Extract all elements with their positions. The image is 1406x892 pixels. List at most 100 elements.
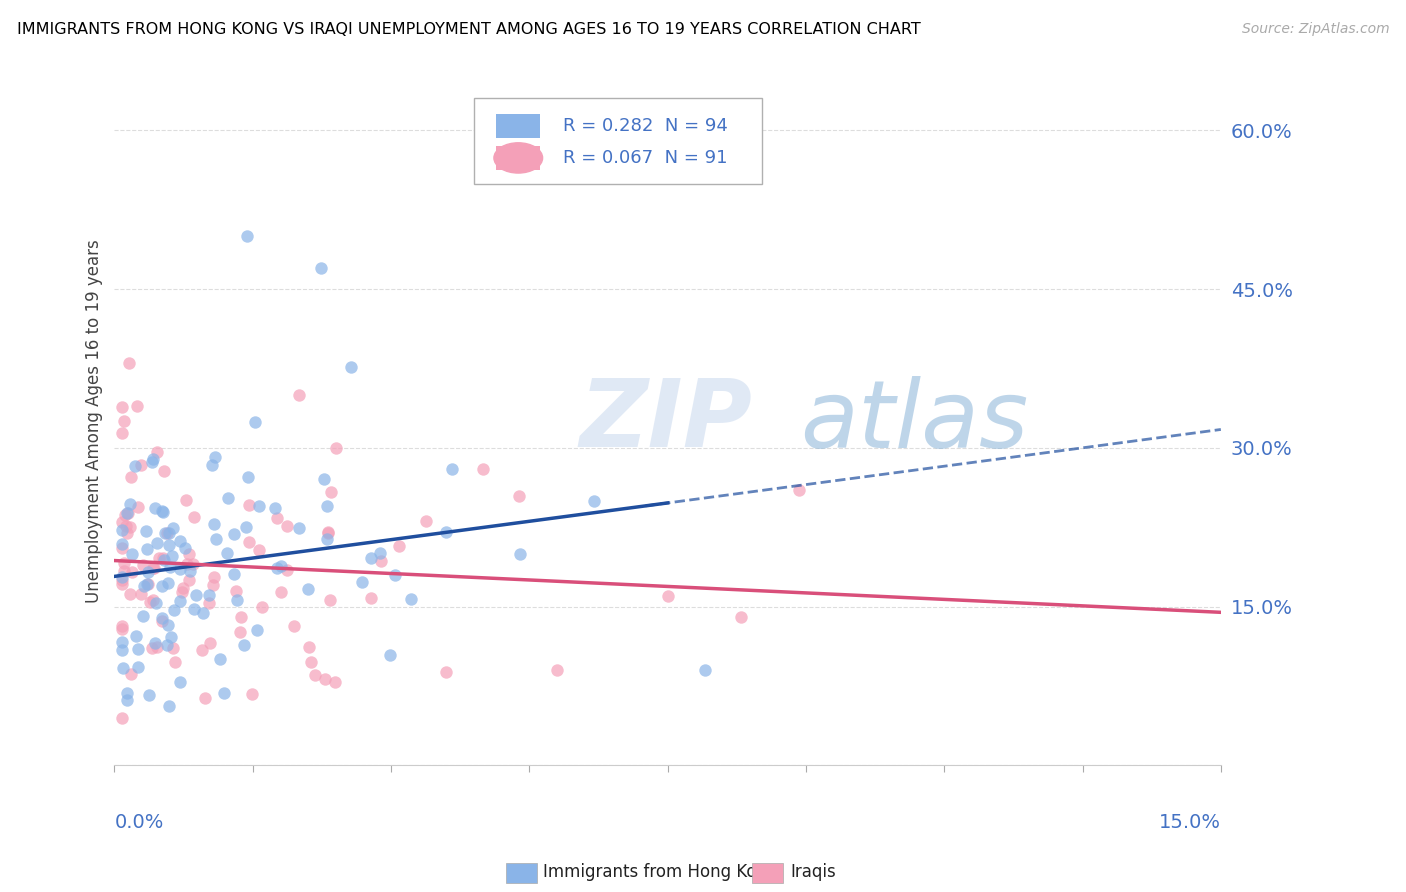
Point <box>114 508 136 522</box>
Text: R = 0.067  N = 91: R = 0.067 N = 91 <box>562 149 727 167</box>
Point <box>264 501 287 516</box>
Point <box>314 672 336 686</box>
Point <box>508 489 530 503</box>
Point <box>127 500 149 515</box>
Point <box>157 538 180 552</box>
Point <box>399 591 422 606</box>
Point <box>169 533 191 548</box>
Point <box>138 688 160 702</box>
Point <box>142 560 165 574</box>
Point <box>238 499 260 513</box>
Point <box>172 585 194 599</box>
Point <box>250 600 273 615</box>
Point <box>163 602 186 616</box>
Point <box>124 629 146 643</box>
FancyBboxPatch shape <box>496 113 540 137</box>
Point <box>276 519 298 533</box>
Point <box>141 593 163 607</box>
Y-axis label: Unemployment Among Ages 16 to 19 years: Unemployment Among Ages 16 to 19 years <box>86 240 103 603</box>
Point <box>181 558 204 572</box>
Point <box>172 581 194 595</box>
Point <box>247 542 270 557</box>
Point <box>173 541 195 555</box>
FancyBboxPatch shape <box>474 98 762 184</box>
Point <box>150 579 173 593</box>
Point <box>153 464 176 478</box>
Point <box>198 596 221 610</box>
Point <box>193 691 215 706</box>
Point <box>319 485 342 500</box>
Point <box>174 493 197 508</box>
Text: Source: ZipAtlas.com: Source: ZipAtlas.com <box>1241 22 1389 37</box>
Point <box>215 546 238 560</box>
Point <box>111 622 134 636</box>
Point <box>316 524 339 539</box>
Point <box>247 499 270 513</box>
Point <box>118 520 141 534</box>
Point <box>146 640 169 654</box>
Point <box>142 560 165 574</box>
Point <box>139 594 162 608</box>
Point <box>121 547 143 561</box>
Point <box>169 594 191 608</box>
Point <box>111 643 134 657</box>
Point <box>177 574 200 588</box>
Point <box>114 414 136 428</box>
Point <box>204 450 226 464</box>
Point <box>315 500 337 514</box>
Point <box>152 505 174 519</box>
Point <box>146 536 169 550</box>
Point <box>135 524 157 538</box>
Point <box>132 558 155 573</box>
Point <box>138 576 160 591</box>
Point <box>156 525 179 540</box>
Point <box>266 510 288 524</box>
Point <box>212 686 235 700</box>
Point <box>340 359 363 374</box>
Point <box>179 564 201 578</box>
Point <box>191 643 214 657</box>
Point <box>111 400 134 414</box>
Point <box>730 610 752 624</box>
Point <box>150 504 173 518</box>
Point <box>270 559 292 574</box>
Point <box>236 470 259 484</box>
Point <box>693 663 716 677</box>
Point <box>176 558 198 572</box>
Point <box>148 550 170 565</box>
Text: Iraqis: Iraqis <box>790 863 837 881</box>
Text: atlas: atlas <box>800 376 1029 467</box>
Point <box>143 635 166 649</box>
Point <box>360 591 382 606</box>
Text: ZIP: ZIP <box>579 376 752 467</box>
Point <box>183 602 205 616</box>
Point <box>202 570 225 584</box>
Point <box>111 570 134 584</box>
Point <box>112 564 135 578</box>
Point <box>266 561 288 575</box>
Point <box>388 539 411 553</box>
Point <box>179 548 201 562</box>
Point <box>297 582 319 596</box>
Point <box>288 388 311 402</box>
Point <box>201 458 224 472</box>
Text: 0.0%: 0.0% <box>114 814 163 832</box>
Point <box>159 560 181 574</box>
Point <box>127 660 149 674</box>
Point <box>198 588 221 602</box>
Point <box>150 610 173 624</box>
Point <box>111 635 134 649</box>
Point <box>162 521 184 535</box>
Point <box>226 592 249 607</box>
Point <box>162 641 184 656</box>
Point <box>120 470 142 484</box>
Point <box>159 698 181 713</box>
Point <box>115 519 138 533</box>
Point <box>146 445 169 459</box>
Point <box>184 588 207 602</box>
Point <box>169 562 191 576</box>
Point <box>136 565 159 579</box>
Point <box>160 630 183 644</box>
Point <box>325 441 347 455</box>
Point <box>787 483 810 497</box>
